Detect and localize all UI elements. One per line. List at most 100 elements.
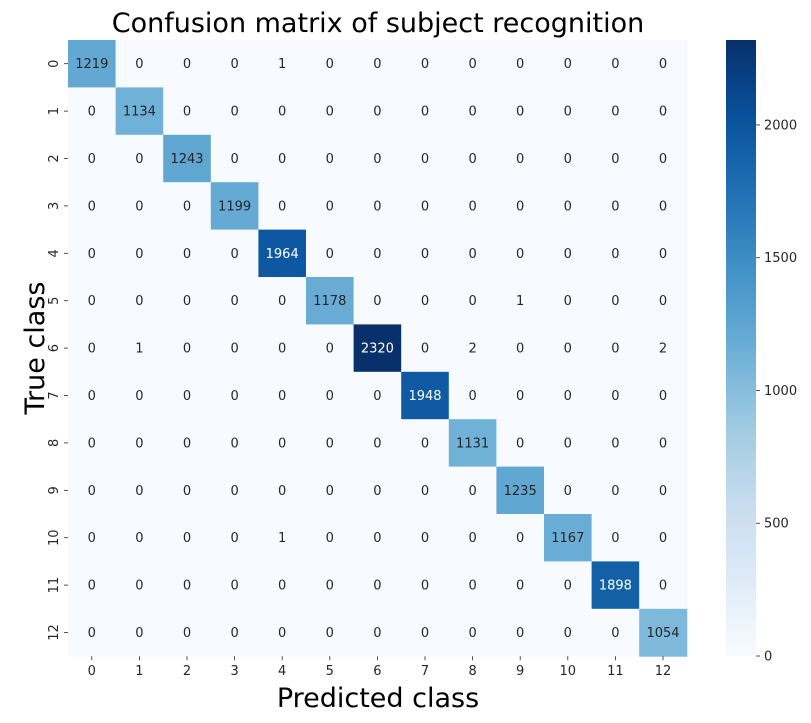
heatmap-cells [68,40,688,657]
heatmap-cell-r2-c6 [353,134,402,183]
heatmap-cell-r10-c6 [353,514,402,562]
x-axis-label: Predicted class [277,683,479,714]
heatmap-cell-r8-c2 [163,419,212,468]
heatmap-cell-r5-c5 [306,277,355,325]
heatmap-cell-r10-c5 [306,514,355,562]
colorbar-tick-label: 500 [764,517,789,532]
heatmap-cell-r12-c3 [210,608,259,657]
heatmap-cell-r4-c9 [496,229,545,278]
heatmap-cell-r12-c8 [448,608,497,657]
heatmap-cell-r10-c12 [639,514,688,562]
heatmap-cell-r9-c3 [210,466,259,515]
cell-value-r10-c12: 0 [659,531,667,546]
y-tick-label: 8 [47,439,62,447]
cell-value-r2-c11: 0 [611,152,619,167]
x-tick-label: 5 [326,664,334,679]
x-tick-label: 8 [468,664,476,679]
cell-value-r5-c11: 0 [611,294,619,309]
heatmap-cell-r0-c7 [401,40,450,88]
cell-value-r4-c11: 0 [611,247,619,262]
cell-value-r3-c2: 0 [183,199,191,214]
heatmap-cell-r6-c3 [210,324,259,373]
heatmap-cell-r4-c8 [448,229,497,278]
cell-value-r6-c8: 2 [468,342,476,357]
cell-value-r6-c11: 0 [611,342,619,357]
heatmap-cell-r11-c1 [115,561,164,610]
heatmap-cell-r8-c12 [639,419,688,468]
heatmap-cell-r0-c9 [496,40,545,88]
heatmap-cell-r8-c4 [258,419,307,468]
cell-value-r6-c9: 0 [516,342,524,357]
y-tick-label: 12 [47,624,62,641]
heatmap-cell-r12-c7 [401,608,450,657]
cell-value-r8-c2: 0 [183,436,191,451]
cell-value-r1-c0: 0 [88,105,96,120]
heatmap-cell-r1-c1 [115,87,164,136]
heatmap-cell-r7-c6 [353,371,402,420]
heatmap-cell-r1-c11 [591,87,640,136]
cell-value-r11-c5: 0 [326,579,334,594]
heatmap-cell-r0-c5 [306,40,355,88]
heatmap-cell-r11-c11 [591,561,640,610]
cell-value-r6-c10: 0 [564,342,572,357]
y-tick-label: 4 [47,249,62,257]
cell-value-r0-c9: 0 [516,57,524,72]
cell-value-r7-c7: 1948 [408,389,441,404]
heatmap-cell-r0-c4 [258,40,307,88]
heatmap-cell-r3-c10 [544,182,593,231]
heatmap-cell-r4-c0 [68,229,117,278]
cell-value-r3-c10: 0 [564,199,572,214]
cell-value-r9-c10: 0 [564,484,572,499]
cell-value-r12-c5: 0 [326,626,334,641]
cell-value-r4-c3: 0 [230,247,238,262]
heatmap-cell-r11-c10 [544,561,593,610]
cell-value-r2-c3: 0 [230,152,238,167]
y-tick-label: 10 [47,529,62,546]
cell-value-r1-c5: 0 [326,105,334,120]
heatmap-cell-r2-c1 [115,134,164,183]
heatmap-cell-r1-c6 [353,87,402,136]
cell-value-r8-c1: 0 [135,436,143,451]
cell-value-r12-c6: 0 [373,626,381,641]
heatmap-cell-r2-c2 [163,134,212,183]
heatmap-cell-r1-c10 [544,87,593,136]
heatmap-cell-r0-c11 [591,40,640,88]
cell-value-r4-c12: 0 [659,247,667,262]
cell-value-r3-c6: 0 [373,199,381,214]
cell-value-r4-c2: 0 [183,247,191,262]
cell-value-r11-c4: 0 [278,579,286,594]
cell-value-r2-c5: 0 [326,152,334,167]
heatmap-cell-r8-c8 [448,419,497,468]
cell-value-r5-c4: 0 [278,294,286,309]
cell-value-r4-c7: 0 [421,247,429,262]
cell-value-r0-c0: 1219 [75,57,108,72]
heatmap-cell-r1-c0 [68,87,117,136]
heatmap-cell-r1-c2 [163,87,212,136]
heatmap-cell-r6-c7 [401,324,450,373]
cell-value-r12-c3: 0 [230,626,238,641]
x-tick-label: 9 [516,664,524,679]
heatmap-cell-r5-c1 [115,277,164,325]
cell-value-r2-c6: 0 [373,152,381,167]
cell-value-r5-c6: 0 [373,294,381,309]
heatmap-cell-r4-c2 [163,229,212,278]
cell-value-r4-c9: 0 [516,247,524,262]
heatmap-cell-r9-c6 [353,466,402,515]
heatmap-cell-r6-c8 [448,324,497,373]
cell-value-r11-c12: 0 [659,579,667,594]
heatmap-cell-r4-c10 [544,229,593,278]
cell-value-r9-c1: 0 [135,484,143,499]
heatmap-cell-r1-c7 [401,87,450,136]
heatmap-cell-r3-c4 [258,182,307,231]
cell-value-r5-c9: 1 [516,294,524,309]
cell-value-r3-c9: 0 [516,199,524,214]
heatmap-cell-r4-c6 [353,229,402,278]
y-tick-label: 7 [47,391,62,399]
cell-value-r12-c12: 1054 [646,626,679,641]
heatmap-cell-r7-c2 [163,371,212,420]
x-axis-ticks: 0 1 2 3 4 5 6 7 8 9 10 11 12 [88,656,671,679]
cell-value-r7-c4: 0 [278,389,286,404]
x-tick-label: 1 [135,664,143,679]
heatmap-cell-r5-c7 [401,277,450,325]
heatmap-cell-r7-c1 [115,371,164,420]
